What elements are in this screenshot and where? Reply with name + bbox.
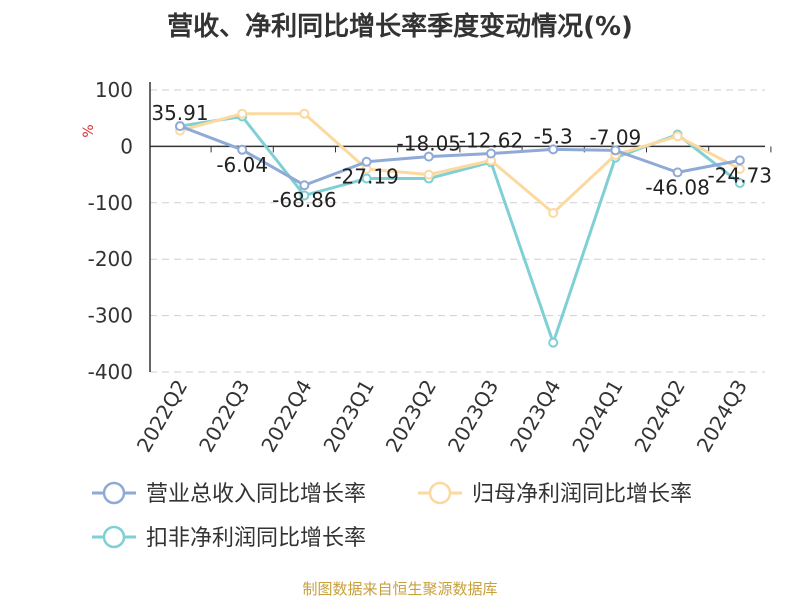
data-point [175,121,185,132]
x-tick-label: 2022Q2 [132,376,192,457]
data-label: -12.62 [459,129,523,153]
data-point [672,131,683,142]
legend-label: 归母净利润同比增长率 [472,482,692,507]
y-tick-label: 100 [95,78,133,102]
data-label: -7.09 [590,125,642,149]
data-label: -18.05 [397,132,461,156]
data-label: 35.91 [151,101,208,125]
data-point [486,148,496,159]
data-point [610,145,621,156]
legend-label: 营业总收入同比增长率 [146,482,366,507]
data-point [237,144,248,155]
data-point [734,178,745,189]
data-point [299,190,310,201]
x-tick-label: 2024Q1 [567,376,627,457]
y-axis-label: % [81,124,97,137]
y-tick-label: -200 [88,247,133,271]
y-tick-label: -300 [88,304,133,328]
data-point [548,144,559,155]
data-label: -5.3 [534,124,573,148]
data-point [548,207,559,218]
legend-marker [102,481,126,505]
data-label: -24.73 [708,163,772,187]
data-label: -6.04 [216,153,268,177]
data-point [361,173,372,184]
chart-title: 营收、净利同比增长率季度变动情况(%) [167,12,633,42]
legend-marker [102,525,126,549]
x-tick-label: 2023Q4 [505,376,565,457]
data-label: -46.08 [645,175,709,199]
legend-label: 扣非净利润同比增长率 [146,526,366,551]
x-tick-label: 2023Q3 [443,376,503,457]
y-tick-label: -100 [88,191,133,215]
legend-marker [428,481,452,505]
data-point [423,169,434,180]
series-line [179,124,741,187]
data-point [423,151,434,162]
series-line [179,112,741,215]
data-point [299,180,310,191]
x-tick-label: 2023Q1 [318,376,378,457]
x-tick-label: 2024Q2 [629,376,689,457]
x-tick-label: 2022Q3 [194,376,254,457]
data-point [548,337,559,348]
data-label: -68.86 [272,188,336,212]
data-point [672,167,683,178]
data-point [361,156,372,167]
data-point [299,108,310,119]
data-label: -27.19 [334,165,398,189]
source-note: 制图数据来自恒生聚源数据库 [302,580,498,598]
y-tick-label: -400 [88,360,133,384]
x-tick-label: 2024Q3 [692,376,752,457]
x-tick-label: 2023Q2 [381,376,441,457]
data-point [237,108,248,119]
data-point [734,155,745,166]
x-tick-label: 2022Q4 [256,376,316,457]
y-tick-label: 0 [120,134,133,158]
